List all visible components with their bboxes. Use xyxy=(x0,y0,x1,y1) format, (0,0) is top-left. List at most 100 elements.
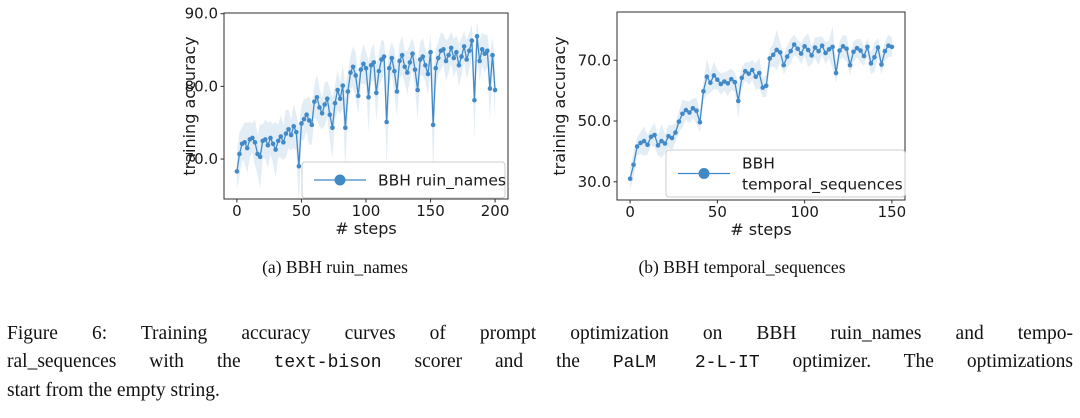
data-point xyxy=(858,48,863,53)
data-point xyxy=(729,76,734,82)
data-point xyxy=(634,144,640,149)
data-point xyxy=(784,54,790,59)
data-point xyxy=(840,44,846,49)
data-point xyxy=(281,140,286,145)
legend-label: BBH ruin_names xyxy=(378,172,506,191)
data-point xyxy=(854,45,860,51)
caption-line: Figure 6: Training accuracy curves of pr… xyxy=(7,320,1073,348)
data-point xyxy=(384,119,389,125)
data-point xyxy=(278,134,284,139)
data-point xyxy=(350,64,356,70)
confidence-band xyxy=(630,25,892,190)
data-point xyxy=(237,151,242,157)
data-point xyxy=(680,111,685,117)
data-point xyxy=(844,46,849,52)
data-point xyxy=(275,138,281,144)
data-point xyxy=(304,112,309,118)
data-point xyxy=(435,55,441,61)
data-point xyxy=(386,65,392,71)
caption-text-segment: scorer and the xyxy=(381,351,613,372)
data-point xyxy=(376,68,382,74)
data-point xyxy=(767,56,773,61)
data-point xyxy=(655,143,661,148)
data-point xyxy=(394,89,400,94)
x-tick-label: 150 xyxy=(878,203,907,221)
data-point xyxy=(477,58,482,64)
data-point xyxy=(865,44,870,50)
data-point xyxy=(314,94,320,100)
subcaption-b: (b) BBH temporal_sequences xyxy=(638,257,846,277)
caption-code-segment: PaLM 2-L-IT xyxy=(612,353,760,373)
data-point xyxy=(746,71,752,76)
data-point xyxy=(708,80,713,86)
x-tick-label: 100 xyxy=(790,203,819,221)
data-point xyxy=(319,110,325,116)
data-point xyxy=(454,49,459,55)
data-point xyxy=(348,70,353,75)
data-point xyxy=(732,79,738,85)
data-point xyxy=(469,38,475,43)
x-tick-label: 50 xyxy=(292,202,311,220)
data-point xyxy=(441,47,446,52)
data-point xyxy=(847,62,853,68)
data-point xyxy=(879,62,884,67)
data-point xyxy=(423,63,428,68)
data-point xyxy=(407,60,413,65)
x-tick-label: 0 xyxy=(232,202,242,220)
data-point xyxy=(627,176,633,182)
legend-box xyxy=(301,161,506,199)
y-tick-label: 80.0 xyxy=(185,77,218,95)
data-point xyxy=(687,110,692,115)
legend-marker xyxy=(698,168,710,179)
data-point xyxy=(288,132,294,138)
data-point xyxy=(412,67,418,72)
data-point xyxy=(711,73,717,78)
data-point xyxy=(443,58,449,64)
series-line xyxy=(629,43,893,179)
data-point xyxy=(430,122,436,128)
data-point xyxy=(459,54,464,59)
data-point xyxy=(299,121,304,126)
x-tick-label: 50 xyxy=(708,203,727,221)
data-point xyxy=(736,98,741,104)
data-point xyxy=(405,70,410,75)
data-point xyxy=(704,74,710,79)
data-point xyxy=(742,68,748,74)
data-point xyxy=(826,47,832,52)
data-point xyxy=(265,142,271,148)
data-point xyxy=(461,44,467,49)
data-point xyxy=(694,108,699,114)
data-point xyxy=(756,70,762,76)
data-point xyxy=(345,89,351,94)
data-point xyxy=(851,49,856,55)
data-point xyxy=(812,45,818,50)
data-point xyxy=(283,131,289,136)
data-point xyxy=(641,138,647,144)
data-point xyxy=(337,96,343,102)
x-tick-label: 100 xyxy=(352,202,381,220)
y-tick-label: 70.0 xyxy=(185,150,218,168)
data-point xyxy=(652,132,657,138)
data-point xyxy=(886,43,891,49)
data-point xyxy=(446,52,451,58)
data-point xyxy=(327,112,333,118)
data-point xyxy=(286,126,291,132)
caption-text-segment: optimizer. The optimizations xyxy=(759,351,1073,372)
data-point xyxy=(466,48,472,54)
data-point xyxy=(701,88,706,94)
legend-label: BBH xyxy=(742,155,775,173)
caption-text-segment: ral_sequences with the xyxy=(7,351,274,372)
data-point xyxy=(250,135,255,141)
data-point xyxy=(293,129,299,135)
data-point xyxy=(355,93,361,99)
data-point xyxy=(816,48,821,54)
y-tick-label: 50.0 xyxy=(578,112,611,130)
data-point xyxy=(490,52,495,58)
data-point xyxy=(317,105,322,110)
data-point xyxy=(882,48,888,54)
data-point xyxy=(270,141,276,147)
data-point xyxy=(363,65,369,71)
data-point xyxy=(662,141,668,146)
data-point xyxy=(456,63,462,68)
